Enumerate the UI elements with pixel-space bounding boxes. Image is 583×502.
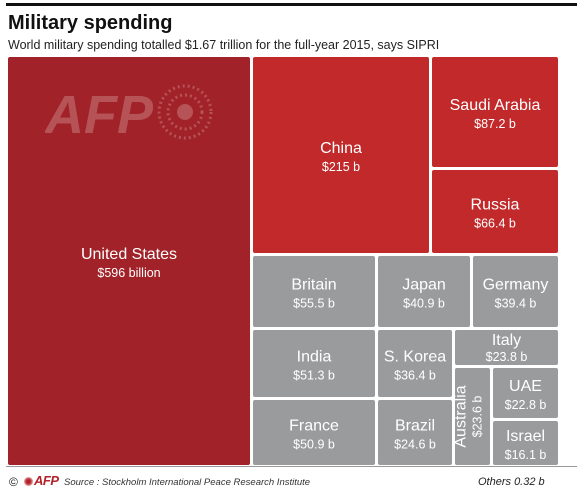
tile-france: France $50.9 b <box>251 398 377 467</box>
tile-japan: Japan $40.9 b <box>376 254 472 329</box>
copyright-symbol: © <box>9 475 18 489</box>
tile-label-brazil: Brazil <box>395 418 435 435</box>
tile-value-china: $215 b <box>322 160 360 174</box>
watermark-text: AFP <box>45 85 154 141</box>
chart-title: Military spending <box>8 12 173 34</box>
tile-label-china: China <box>320 140 362 157</box>
tile-value-germany: $39.4 b <box>495 297 537 311</box>
tile-saudi-arabia: Saudi Arabia $87.2 b <box>430 55 560 169</box>
tile-label-japan: Japan <box>402 277 446 294</box>
afp-logo-text: AFP <box>34 473 59 488</box>
tile-label-s-korea: S. Korea <box>384 349 446 366</box>
tile-china: China $215 b <box>251 55 431 255</box>
tile-label-russia: Russia <box>471 197 520 214</box>
tile-uae: UAE $22.8 b <box>491 366 560 420</box>
others-note: Others 0.32 b <box>478 476 545 488</box>
afp-logo-icon <box>24 477 33 486</box>
tile-value-uae: $22.8 b <box>505 398 547 412</box>
tile-label-germany: Germany <box>483 277 549 294</box>
tile-label-britain: Britain <box>291 277 336 294</box>
tile-label-india: India <box>297 349 332 366</box>
tile-value-united-states: $596 billion <box>97 266 160 280</box>
tile-label-france: France <box>289 418 339 435</box>
afp-watermark-logo: AFP <box>45 84 213 141</box>
source-note: Source : Stockholm International Peace R… <box>64 477 311 488</box>
tile-value-brazil: $24.6 b <box>394 438 436 452</box>
tile-value-saudi-arabia: $87.2 b <box>474 117 516 131</box>
chart-subtitle: World military spending totalled $1.67 t… <box>8 38 440 52</box>
tile-value-israel: $16.1 b <box>505 448 547 462</box>
top-rule <box>6 3 577 6</box>
tile-russia: Russia $66.4 b <box>430 168 560 255</box>
tile-value-britain: $55.5 b <box>293 297 335 311</box>
tile-value-france: $50.9 b <box>293 438 335 452</box>
tile-label-uae: UAE <box>509 378 542 395</box>
tile-value-italy: $23.8 b <box>486 350 528 364</box>
afp-logo: AFP <box>24 473 59 488</box>
tile-label-united-states: United States <box>81 246 177 263</box>
footer-rule <box>6 466 577 467</box>
tile-label-australia: Australia <box>453 385 470 447</box>
tile-germany: Germany $39.4 b <box>471 254 560 329</box>
tile-israel: Israel $16.1 b <box>491 419 560 467</box>
tile-india: India $51.3 b <box>251 328 377 399</box>
tile-label-italy: Italy <box>492 332 521 349</box>
tile-value-japan: $40.9 b <box>403 297 445 311</box>
tile-value-india: $51.3 b <box>293 369 335 383</box>
tile-brazil: Brazil $24.6 b <box>376 398 454 467</box>
tile-value-s-korea: $36.4 b <box>394 369 436 383</box>
tile-label-israel: Israel <box>506 428 545 445</box>
tile-italy: Italy$23.8 b <box>453 328 560 367</box>
tile-value-russia: $66.4 b <box>474 217 516 231</box>
tile-label-saudi-arabia: Saudi Arabia <box>450 97 541 114</box>
tile-britain: Britain $55.5 b <box>251 254 377 329</box>
tile-value-australia: $23.6 b <box>471 396 485 438</box>
tile-australia: Australia $23.6 b <box>453 366 492 467</box>
tile-s-korea: S. Korea $36.4 b <box>376 328 454 399</box>
